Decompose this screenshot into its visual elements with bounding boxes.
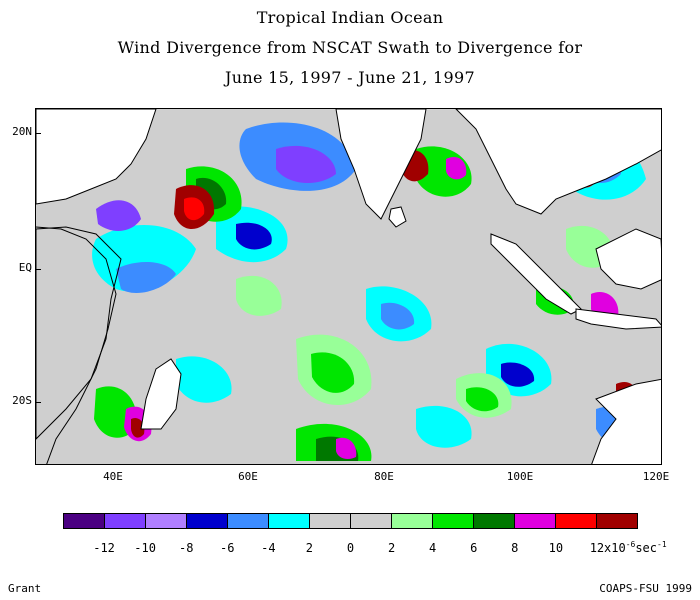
legend-label: -10 xyxy=(134,541,156,555)
credit-author: Grant xyxy=(8,582,42,595)
legend-swatch xyxy=(515,514,556,528)
lon-label-120e: 120E xyxy=(642,470,670,483)
legend-label: 2 xyxy=(387,541,396,555)
units-prefix: x10 xyxy=(604,541,626,555)
legend-swatch xyxy=(392,514,433,528)
africa-coastline xyxy=(36,226,117,464)
credit-org: COAPS-FSU 1999 xyxy=(599,582,692,595)
lon-label-100e: 100E xyxy=(506,470,534,483)
legend-label: 6 xyxy=(470,541,478,555)
legend-label: 10 xyxy=(548,541,564,555)
lon-label-80e: 80E xyxy=(374,470,394,483)
lat-label-20s: 20S xyxy=(12,394,32,407)
title-line-1: Tropical Indian Ocean xyxy=(256,8,444,27)
legend-label: 8 xyxy=(511,541,519,555)
legend-swatch xyxy=(310,514,351,528)
lat-label-20n: 20N xyxy=(12,125,32,138)
lat-tick-20s xyxy=(35,402,41,403)
legend-label: -8 xyxy=(178,541,194,555)
units-suffix: sec xyxy=(635,541,658,555)
land-masses xyxy=(36,109,661,464)
lon-label-40e: 40E xyxy=(103,470,123,483)
units-exponent: -6 xyxy=(625,540,636,549)
title-line-3: June 15, 1997 - June 21, 1997 xyxy=(225,68,475,87)
lat-tick-eq xyxy=(35,269,41,270)
legend-swatch xyxy=(474,514,515,528)
legend-swatch xyxy=(146,514,187,528)
legend-label: 4 xyxy=(429,541,437,555)
legend-swatch xyxy=(597,514,637,528)
color-legend xyxy=(63,513,638,529)
units-exponent-2: -1 xyxy=(657,540,667,549)
legend-label: -6 xyxy=(220,541,235,555)
map-frame xyxy=(35,108,662,465)
legend-swatch xyxy=(556,514,597,528)
lat-tick-20n xyxy=(35,133,41,134)
legend-units: x10-6sec-1 xyxy=(604,540,667,555)
lon-label-60e: 60E xyxy=(238,470,258,483)
lat-label-eq: EQ xyxy=(18,261,32,274)
legend-swatch xyxy=(351,514,392,528)
legend-label: 0 xyxy=(346,541,355,555)
legend-label: -4 xyxy=(261,541,276,555)
legend-label: -12 xyxy=(93,541,115,555)
legend-swatch xyxy=(105,514,146,528)
divergence-map xyxy=(36,109,661,464)
legend-label: 2 xyxy=(305,541,314,555)
legend-swatch xyxy=(64,514,105,528)
legend-label: 12 xyxy=(589,541,605,555)
legend-swatch xyxy=(187,514,228,528)
legend-swatch xyxy=(433,514,474,528)
legend-swatch xyxy=(269,514,310,528)
legend-swatch xyxy=(228,514,269,528)
title-line-2: Wind Divergence from NSCAT Swath to Dive… xyxy=(117,38,583,57)
